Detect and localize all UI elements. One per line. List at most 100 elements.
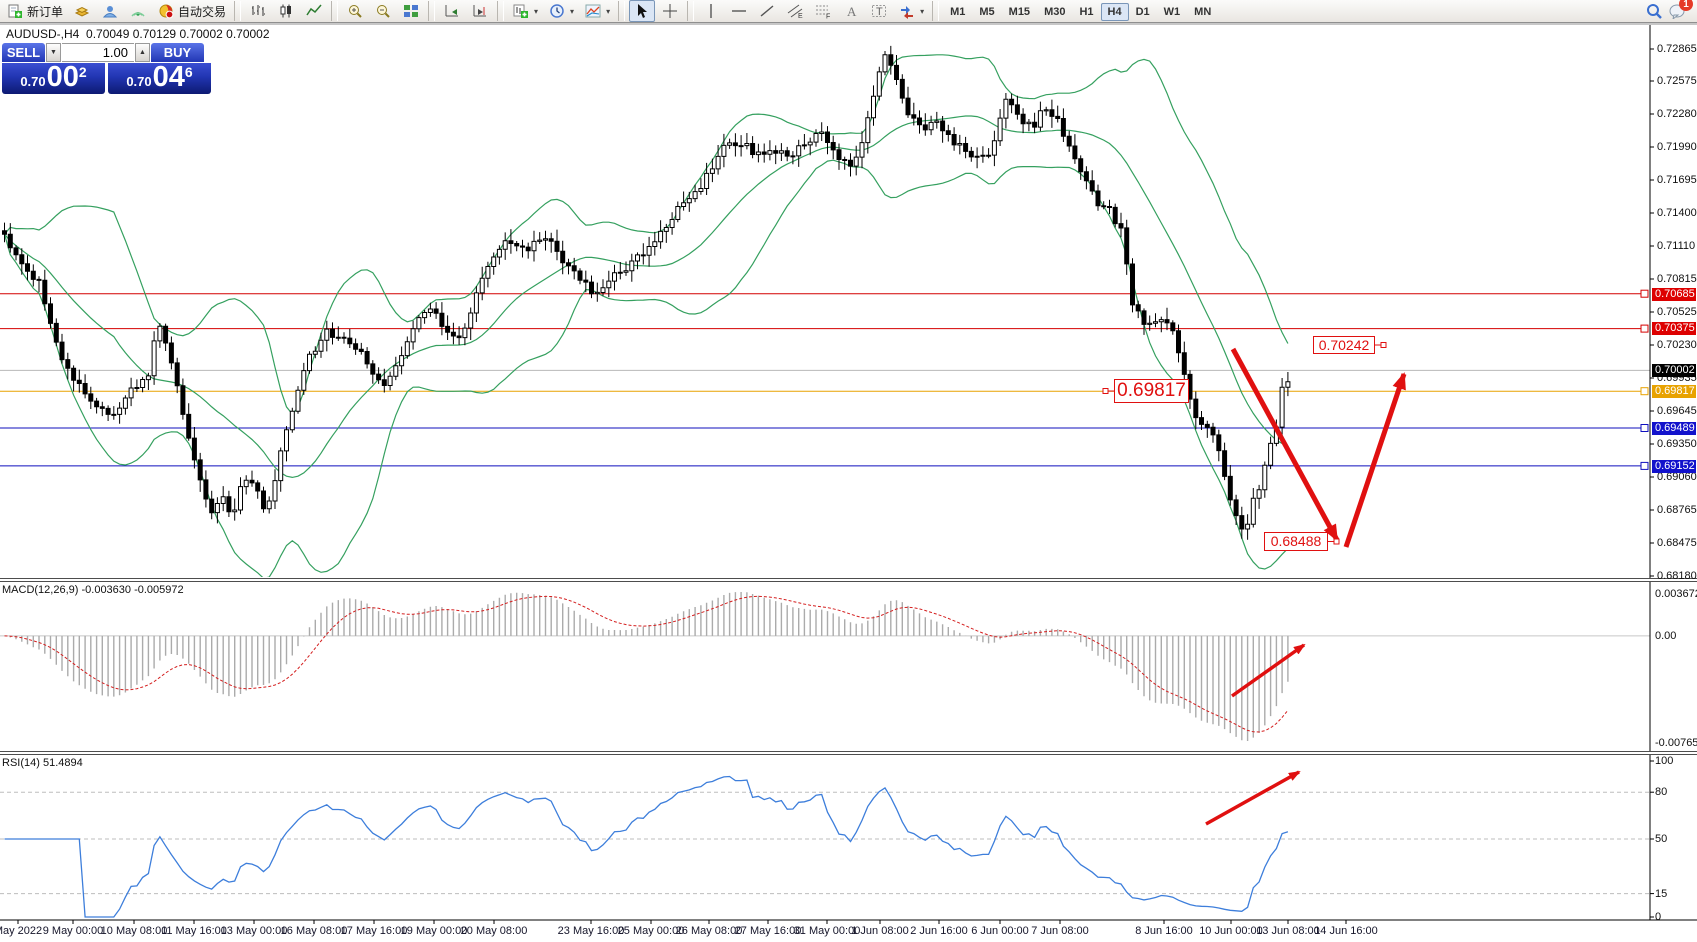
time-axis-label[interactable]: 25 May 00:00 xyxy=(617,925,685,937)
timeframe-w1[interactable]: W1 xyxy=(1163,6,1181,18)
time-axis-label[interactable]: 10 Jun 00:00 xyxy=(1199,925,1263,937)
price-axis-highlight: 0.70375 xyxy=(1652,321,1696,335)
timeframe-d1[interactable]: D1 xyxy=(1135,6,1150,18)
level-line-anchor xyxy=(1640,461,1649,470)
buy-price-button[interactable]: 0.70 04 6 xyxy=(108,63,211,94)
time-axis-label[interactable]: 14 Jun 16:00 xyxy=(1314,925,1378,937)
annotation-anchor xyxy=(1102,388,1109,394)
timeframe-m1[interactable]: M1 xyxy=(950,6,966,18)
bollinger-band-line[interactable] xyxy=(4,54,1289,416)
time-axis-label[interactable]: 2 Jun 16:00 xyxy=(910,925,968,937)
notifications-button[interactable]: 1 xyxy=(1669,0,1693,20)
trend-arrow[interactable] xyxy=(1343,372,1407,548)
time-axis-label[interactable]: 23 May 16:00 xyxy=(557,925,625,937)
line-chart-button[interactable] xyxy=(301,0,327,22)
market-button[interactable] xyxy=(69,0,95,22)
price-axis-highlight: 0.69152 xyxy=(1652,459,1696,473)
indicators-button[interactable]: ▾ xyxy=(580,0,614,22)
svg-text:F: F xyxy=(826,14,830,20)
bollinger-band-line[interactable] xyxy=(3,159,1289,578)
bearish-candles[interactable] xyxy=(2,54,1245,530)
new-chart-button[interactable]: ▾ xyxy=(508,0,542,22)
sell-price-button[interactable]: 0.70 00 2 xyxy=(2,63,105,94)
autotrade-icon xyxy=(157,2,175,20)
pane-splitter-macd[interactable] xyxy=(0,578,1697,582)
toolbar-separator xyxy=(618,1,626,21)
time-axis-label[interactable]: 6 Jun 00:00 xyxy=(971,925,1029,937)
dropdown-caret-icon: ▾ xyxy=(570,6,575,16)
macd-signal-value: -0.005972 xyxy=(134,584,184,596)
horizontal-line-tool[interactable] xyxy=(726,0,752,22)
rsi-name: RSI(14) xyxy=(2,757,40,769)
text-label-tool[interactable]: T xyxy=(866,0,892,22)
search-icon[interactable] xyxy=(1645,2,1663,20)
price-annotation-box[interactable]: 0.70242 xyxy=(1313,336,1375,354)
tile-windows-button[interactable] xyxy=(398,0,424,22)
time-axis-label[interactable]: 9 May 00:00 xyxy=(42,925,104,937)
time-axis-label[interactable]: 13 Jun 08:00 xyxy=(1256,925,1320,937)
signal-button[interactable] xyxy=(125,0,151,22)
timeframe-h1[interactable]: H1 xyxy=(1079,6,1094,18)
time-axis-label[interactable]: 26 May 08:00 xyxy=(675,925,743,937)
time-axis-label[interactable]: 8 Jun 16:00 xyxy=(1135,925,1193,937)
new-order-button[interactable]: 新订单 xyxy=(2,0,67,22)
fibonacci-tool[interactable]: F xyxy=(810,0,836,22)
trend-arrow[interactable] xyxy=(1230,643,1306,698)
bollinger-band-line[interactable] xyxy=(4,115,1289,479)
timeframe-m30[interactable]: M30 xyxy=(1044,6,1066,18)
rsi-scale-label: 0 xyxy=(1655,911,1662,923)
time-axis-label[interactable]: 20 May 08:00 xyxy=(460,925,528,937)
candle-chart-button[interactable] xyxy=(273,0,299,22)
time-axis-label[interactable]: 1 Jun 08:00 xyxy=(851,925,909,937)
toolbar-separator xyxy=(331,1,339,21)
svg-text:A: A xyxy=(847,4,857,19)
time-axis-label[interactable]: 19 May 00:00 xyxy=(400,925,468,937)
autotrade-button[interactable]: 自动交易 xyxy=(153,0,230,22)
volume-input[interactable]: 1.00 xyxy=(62,43,134,62)
user-cloud-icon xyxy=(101,2,119,20)
time-axis-label[interactable]: 11 May 16:00 xyxy=(161,925,227,937)
bar-chart-button[interactable] xyxy=(245,0,271,22)
new-order-label: 新订单 xyxy=(27,4,64,19)
profiles-button[interactable]: ▾ xyxy=(544,0,578,22)
buy-button[interactable]: BUY xyxy=(151,43,204,62)
cursor-tool-button[interactable] xyxy=(629,0,656,22)
timeframe-m5[interactable]: M5 xyxy=(979,6,995,18)
timeframe-m15[interactable]: M15 xyxy=(1008,6,1031,18)
community-button[interactable] xyxy=(97,0,123,22)
volume-increase-button[interactable]: ▲ xyxy=(135,43,150,62)
sell-button[interactable]: SELL xyxy=(2,43,45,62)
price-axis-label: 0.71990 xyxy=(1657,141,1697,153)
zoom-out-button[interactable] xyxy=(370,0,396,22)
macd-scale-min: -0.007656 xyxy=(1655,737,1697,749)
time-axis-label[interactable]: 27 May 16:00 xyxy=(734,925,802,937)
trend-arrow[interactable] xyxy=(1230,347,1340,542)
main-toolbar: 新订单 自动交易 xyxy=(0,0,1697,23)
time-axis-label[interactable]: 16 May 08:00 xyxy=(280,925,348,937)
arrows-tool[interactable]: ▾ xyxy=(894,0,928,22)
price-annotation-box[interactable]: 0.69817 xyxy=(1114,379,1189,403)
timeframe-h4[interactable]: H4 xyxy=(1100,3,1129,21)
time-axis-label[interactable]: 31 May 00:00 xyxy=(793,925,861,937)
vertical-line-tool[interactable] xyxy=(698,0,724,22)
time-axis-label[interactable]: May 2022 xyxy=(0,925,43,937)
crosshair-tool-button[interactable] xyxy=(657,0,683,22)
time-axis-label[interactable]: 10 May 08:00 xyxy=(100,925,168,937)
pane-splitter-rsi[interactable] xyxy=(0,751,1697,755)
volume-decrease-button[interactable]: ▼ xyxy=(46,43,61,62)
trendline-tool[interactable] xyxy=(754,0,780,22)
bullish-candles[interactable] xyxy=(117,54,1291,530)
timeframe-mn[interactable]: MN xyxy=(1194,6,1212,18)
time-axis-label[interactable]: 7 Jun 08:00 xyxy=(1031,925,1089,937)
equidistant-channel-tool[interactable]: E xyxy=(782,0,808,22)
zoom-in-button[interactable] xyxy=(342,0,368,22)
trend-arrow[interactable] xyxy=(1205,770,1301,826)
time-axis-label[interactable]: 17 May 16:00 xyxy=(340,925,408,937)
time-axis-label[interactable]: 13 May 00:00 xyxy=(220,925,288,937)
chart-shift-button[interactable] xyxy=(467,0,493,22)
autoscroll-button[interactable] xyxy=(439,0,465,22)
price-annotation-box[interactable]: 0.68488 xyxy=(1264,532,1328,551)
channel-icon: E xyxy=(786,2,804,20)
text-tool[interactable]: A xyxy=(838,0,864,22)
